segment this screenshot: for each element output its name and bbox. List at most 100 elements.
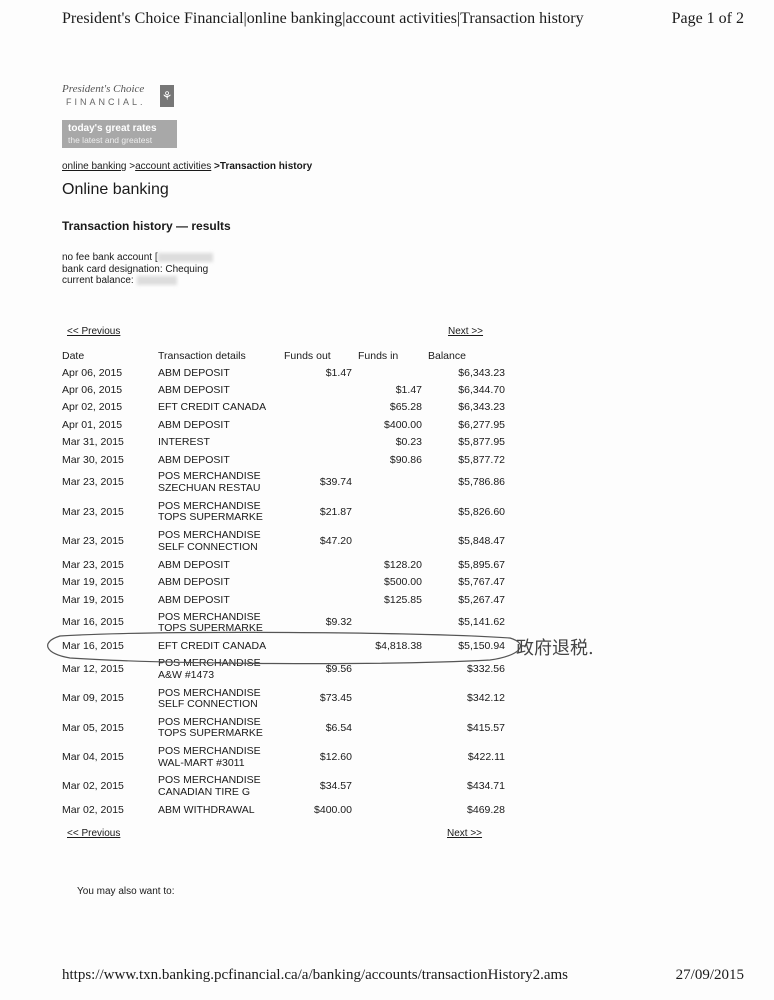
details-line-2: WAL-MART #3011	[158, 756, 245, 769]
cell-funds-out: $47.20	[319, 534, 352, 547]
cell-balance: $434.71	[467, 780, 505, 793]
cell-details: ABM DEPOSIT	[158, 381, 278, 398]
next-link-bottom[interactable]: Next >>	[447, 828, 483, 839]
cell-date: Mar 30, 2015	[62, 453, 124, 466]
breadcrumb-account-activities[interactable]: account activities	[135, 161, 212, 172]
cell-balance: $469.28	[467, 804, 505, 817]
table-row: Mar 23, 2015 POS MERCHANDISE SELF CONNECTI…	[62, 527, 505, 556]
logo-mark-icon: ⚘	[160, 85, 174, 107]
col-balance: Balance	[428, 349, 466, 362]
cell-details: POS MERCHANDISE TOPS SUPERMARKE	[158, 714, 278, 743]
account-type: no fee bank account [	[62, 252, 158, 263]
cell-funds-out: $6.54	[325, 721, 352, 734]
cell-details: ABM DEPOSIT	[158, 556, 278, 573]
cell-funds-in	[352, 498, 422, 527]
cell-details: POS MERCHANDISE SELF CONNECTION	[158, 684, 278, 713]
cell-funds-out: $9.32	[325, 616, 352, 629]
details-line-2: TOPS SUPERMARKE	[158, 727, 263, 740]
pc-financial-logo: President's Choice FINANCIAL. ⚘	[62, 83, 177, 113]
table-row: Mar 23, 2015 POS MERCHANDISE TOPS SUPERMAR…	[62, 498, 505, 527]
cell-funds-in	[352, 772, 422, 801]
cell-details: INTEREST	[158, 434, 278, 451]
cell-date: Mar 19, 2015	[62, 576, 124, 589]
table-row: Mar 23, 2015 ABM DEPOSIT $128.20 $5,895.67	[62, 556, 505, 573]
cell-funds-out: $12.60	[319, 750, 352, 763]
next-link-top[interactable]: Next >>	[448, 326, 484, 337]
details-line-1: INTEREST	[158, 436, 210, 449]
print-footer-date: 27/09/2015	[675, 967, 744, 983]
details-line-2: TOPS SUPERMARKE	[158, 622, 263, 635]
cell-details: POS MERCHANDISE SELF CONNECTION	[158, 527, 278, 556]
details-line-1: ABM DEPOSIT	[158, 453, 230, 466]
breadcrumb-online-banking[interactable]: online banking	[62, 161, 127, 172]
redacted-account-number	[157, 252, 213, 262]
details-line-1: ABM WITHDRAWAL	[158, 804, 255, 817]
table-row: Mar 30, 2015 ABM DEPOSIT $90.86 $5,877.72	[62, 451, 505, 468]
cell-details: POS MERCHANDISE TOPS SUPERMARKE	[158, 498, 278, 527]
cell-funds-in	[352, 468, 422, 497]
cell-date: Mar 16, 2015	[62, 640, 124, 653]
cell-date: Mar 16, 2015	[62, 616, 124, 629]
cell-details: POS MERCHANDISE TOPS SUPERMARKE	[158, 608, 278, 637]
cell-balance: $5,141.62	[458, 616, 505, 629]
cell-balance: $5,877.72	[458, 453, 505, 466]
cell-balance: $5,826.60	[458, 505, 505, 518]
details-line-1: POS MERCHANDISE	[158, 774, 261, 787]
previous-link-top[interactable]: << Previous	[67, 326, 121, 337]
table-row: Apr 06, 2015 ABM DEPOSIT $1.47 $6,343.23	[62, 364, 505, 381]
rates-banner[interactable]: today's great rates the latest and great…	[62, 120, 177, 148]
details-line-2: CANADIAN TIRE G	[158, 785, 250, 798]
details-line-1: POS MERCHANDISE	[158, 715, 261, 728]
cell-details: ABM DEPOSIT	[158, 591, 278, 608]
cell-date: Apr 01, 2015	[62, 418, 123, 431]
details-line-1: POS MERCHANDISE	[158, 610, 261, 623]
cell-balance: $6,277.95	[458, 418, 505, 431]
table-row: Mar 16, 2015 EFT CREDIT CANADA $4,818.38 $5…	[62, 638, 505, 655]
cell-funds-out: $39.74	[319, 476, 352, 489]
cell-funds-out	[278, 574, 352, 591]
cell-details: ABM WITHDRAWAL	[158, 802, 278, 819]
details-line-2: A&W #1473	[158, 668, 215, 681]
rates-banner-title: today's great rates	[68, 123, 157, 134]
cell-balance: $5,767.47	[458, 576, 505, 589]
cell-details: EFT CREDIT CANADA	[158, 638, 278, 655]
cell-funds-in	[352, 527, 422, 556]
cell-date: Mar 23, 2015	[62, 558, 124, 571]
cell-date: Mar 31, 2015	[62, 436, 124, 449]
details-line-1: EFT CREDIT CANADA	[158, 640, 267, 653]
cell-funds-in: $400.00	[384, 418, 422, 431]
cell-details: ABM DEPOSIT	[158, 574, 278, 591]
table-row: Apr 02, 2015 EFT CREDIT CANADA $65.28 $6,34…	[62, 399, 505, 416]
table-row: Mar 23, 2015 POS MERCHANDISE SZECHUAN REST…	[62, 468, 505, 497]
cell-funds-in: $1.47	[395, 384, 422, 397]
cell-date: Apr 02, 2015	[62, 401, 123, 414]
cell-details: EFT CREDIT CANADA	[158, 399, 278, 416]
cell-date: Mar 19, 2015	[62, 593, 124, 606]
table-row: Mar 19, 2015 ABM DEPOSIT $125.85 $5,267.47	[62, 591, 505, 608]
table-row: Mar 19, 2015 ABM DEPOSIT $500.00 $5,767.47	[62, 574, 505, 591]
section-title: Transaction history — results	[62, 219, 231, 233]
cell-funds-in	[352, 802, 422, 819]
cell-date: Mar 05, 2015	[62, 721, 124, 734]
cell-funds-in: $65.28	[389, 401, 422, 414]
cell-balance: $5,267.47	[458, 593, 505, 606]
cell-funds-out: $34.57	[319, 780, 352, 793]
cell-date: Mar 09, 2015	[62, 692, 124, 705]
table-row: Mar 16, 2015 POS MERCHANDISE TOPS SUPERMAR…	[62, 608, 505, 637]
cell-funds-in: $500.00	[384, 576, 422, 589]
details-line-2: SZECHUAN RESTAU	[158, 481, 261, 494]
table-row: Apr 01, 2015 ABM DEPOSIT $400.00 $6,277.95	[62, 416, 505, 433]
previous-link-bottom[interactable]: << Previous	[67, 828, 121, 839]
cell-funds-out	[278, 451, 352, 468]
logo-financial: FINANCIAL.	[66, 97, 146, 107]
cell-funds-out	[278, 416, 352, 433]
details-line-1: ABM DEPOSIT	[158, 366, 230, 379]
print-header-title: President's Choice Financial|online bank…	[62, 10, 584, 27]
cell-funds-out: $1.47	[325, 366, 352, 379]
details-line-2: SELF CONNECTION	[158, 698, 258, 711]
cell-balance: $342.12	[467, 692, 505, 705]
details-line-1: POS MERCHANDISE	[158, 499, 261, 512]
cell-funds-in	[352, 364, 422, 381]
cell-balance: $5,786.86	[458, 476, 505, 489]
details-line-1: POS MERCHANDISE	[158, 686, 261, 699]
